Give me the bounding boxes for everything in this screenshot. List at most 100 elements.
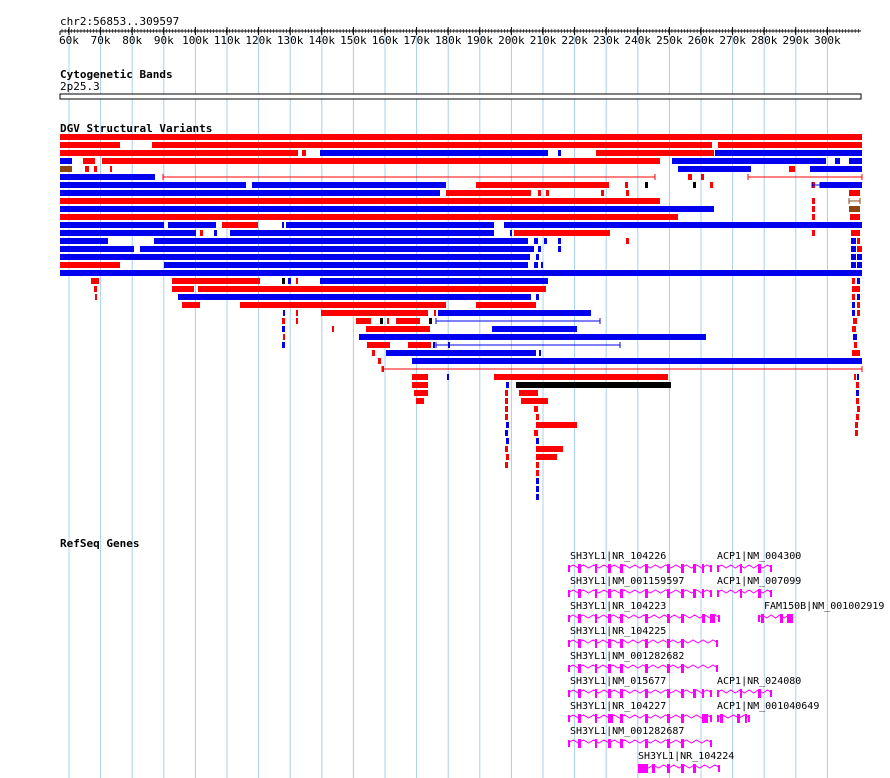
sv-feature[interactable]: [853, 318, 857, 324]
sv-feature[interactable]: [282, 222, 284, 228]
sv-feature[interactable]: [230, 230, 494, 236]
dgv-features[interactable]: [60, 134, 863, 500]
sv-feature[interactable]: [519, 390, 538, 396]
gene-model[interactable]: ACP1|NM_004300: [716, 551, 801, 573]
sv-feature[interactable]: [536, 422, 577, 428]
sv-feature[interactable]: [83, 158, 95, 164]
gene-model[interactable]: ACP1|NM_001040649: [716, 701, 819, 723]
sv-feature[interactable]: [60, 150, 298, 156]
sv-feature[interactable]: [60, 246, 134, 252]
sv-feature[interactable]: [60, 134, 862, 140]
sv-feature[interactable]: [505, 406, 508, 412]
sv-feature[interactable]: [320, 278, 548, 284]
gene-model[interactable]: SH3YL1|NR_104225: [567, 626, 719, 648]
sv-feature[interactable]: [849, 190, 860, 196]
sv-feature[interactable]: [506, 382, 509, 388]
sv-feature[interactable]: [701, 174, 704, 180]
sv-feature[interactable]: [857, 406, 860, 412]
sv-feature[interactable]: [536, 494, 539, 500]
sv-feature[interactable]: [152, 142, 712, 148]
gene-model[interactable]: FAM150B|NM_001002919: [757, 601, 884, 623]
sv-feature[interactable]: [534, 406, 538, 412]
sv-feature[interactable]: [536, 254, 539, 260]
cytoband-track[interactable]: Cytogenetic Bands 2p25.3: [59, 68, 862, 100]
sv-feature[interactable]: [504, 222, 862, 228]
sv-feature[interactable]: [396, 318, 420, 324]
sv-feature[interactable]: [506, 438, 509, 444]
sv-feature[interactable]: [541, 262, 543, 268]
sv-feature[interactable]: [282, 326, 285, 332]
sv-feature[interactable]: [94, 166, 97, 172]
sv-feature[interactable]: [380, 318, 383, 324]
sv-feature[interactable]: [820, 182, 862, 188]
sv-feature[interactable]: [168, 222, 216, 228]
sv-feature[interactable]: [412, 382, 428, 388]
sv-feature[interactable]: [710, 182, 713, 188]
gene-model[interactable]: SH3YL1|NR_104223: [567, 601, 721, 623]
sv-feature[interactable]: [252, 182, 446, 188]
sv-feature[interactable]: [332, 326, 334, 332]
sv-feature[interactable]: [853, 334, 857, 340]
sv-feature[interactable]: [434, 310, 436, 316]
sv-feature[interactable]: [378, 358, 381, 364]
sv-feature[interactable]: [172, 286, 194, 292]
sv-feature[interactable]: [645, 182, 648, 188]
sv-feature[interactable]: [810, 166, 862, 172]
sv-feature[interactable]: [849, 158, 862, 164]
sv-feature[interactable]: [367, 342, 390, 348]
sv-feature[interactable]: [60, 214, 678, 220]
cytoband-bar[interactable]: [59, 93, 862, 100]
sv-feature[interactable]: [857, 294, 860, 300]
sv-feature[interactable]: [321, 310, 428, 316]
sv-feature[interactable]: [538, 246, 541, 252]
sv-feature[interactable]: [182, 302, 200, 308]
sv-feature[interactable]: [596, 150, 714, 156]
sv-feature[interactable]: [505, 390, 508, 396]
sv-feature[interactable]: [539, 350, 541, 356]
sv-feature[interactable]: [521, 398, 548, 404]
sv-feature[interactable]: [558, 238, 561, 244]
sv-feature[interactable]: [536, 478, 539, 484]
sv-feature[interactable]: [514, 230, 610, 236]
sv-feature[interactable]: [857, 238, 860, 244]
sv-feature[interactable]: [789, 166, 795, 172]
sv-feature[interactable]: [438, 310, 591, 316]
sv-feature[interactable]: [855, 430, 858, 436]
sv-feature[interactable]: [812, 214, 815, 220]
sv-feature[interactable]: [678, 166, 751, 172]
sv-feature[interactable]: [222, 222, 258, 228]
sv-feature[interactable]: [60, 270, 862, 276]
sv-feature[interactable]: [85, 166, 89, 172]
sv-feature[interactable]: [408, 342, 431, 348]
sv-feature[interactable]: [476, 302, 536, 308]
dgv-track[interactable]: DGV Structural Variants: [60, 122, 863, 500]
sv-feature[interactable]: [286, 222, 494, 228]
sv-feature[interactable]: [851, 262, 856, 268]
sv-feature[interactable]: [95, 294, 97, 300]
sv-feature[interactable]: [60, 166, 72, 172]
refseq-track[interactable]: RefSeq Genes SH3YL1|NR_104226 ACP1|NM_004…: [60, 537, 884, 773]
sv-feature[interactable]: [693, 182, 696, 188]
sv-feature[interactable]: [506, 422, 509, 428]
sv-feature[interactable]: [505, 414, 508, 420]
sv-feature[interactable]: [536, 470, 539, 476]
sv-feature[interactable]: [546, 190, 549, 196]
sv-feature[interactable]: [91, 278, 99, 284]
sv-feature[interactable]: [447, 374, 449, 380]
sv-feature[interactable]: [60, 190, 440, 196]
sv-feature[interactable]: [60, 198, 660, 204]
sv-feature[interactable]: [282, 342, 285, 348]
sv-feature[interactable]: [857, 374, 859, 380]
sv-feature[interactable]: [60, 182, 246, 188]
gene-model[interactable]: ACP1|NR_024080: [716, 676, 801, 698]
sv-feature[interactable]: [366, 326, 430, 332]
sv-feature[interactable]: [356, 318, 371, 324]
sv-feature[interactable]: [857, 278, 860, 284]
sv-feature[interactable]: [538, 190, 541, 196]
sv-feature[interactable]: [505, 430, 508, 436]
sv-feature[interactable]: [857, 262, 862, 268]
sv-feature[interactable]: [412, 374, 428, 380]
sv-feature[interactable]: [110, 166, 112, 172]
sv-feature[interactable]: [296, 310, 298, 316]
sv-feature[interactable]: [429, 318, 432, 324]
